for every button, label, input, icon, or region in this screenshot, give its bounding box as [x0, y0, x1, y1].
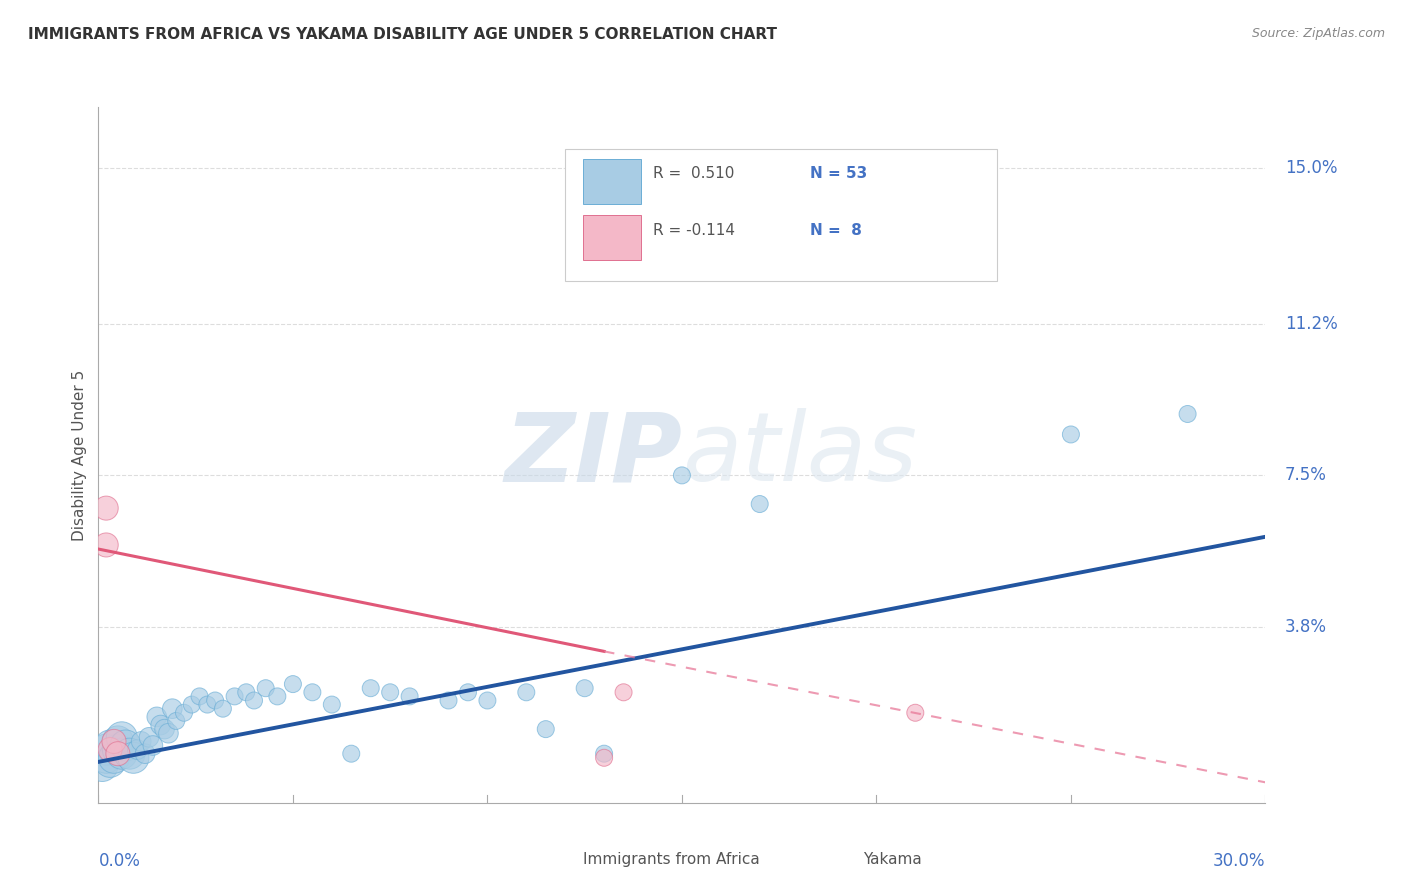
Point	[103, 751, 125, 765]
Text: Immigrants from Africa: Immigrants from Africa	[582, 853, 759, 867]
Text: 3.8%: 3.8%	[1285, 618, 1327, 636]
Point	[165, 714, 187, 728]
Point	[904, 706, 927, 720]
Point	[612, 685, 634, 699]
Point	[134, 747, 156, 761]
Point	[107, 747, 129, 761]
Point	[98, 755, 121, 769]
Y-axis label: Disability Age Under 5: Disability Age Under 5	[72, 369, 87, 541]
Point	[142, 739, 165, 753]
Point	[593, 751, 616, 765]
Point	[340, 747, 363, 761]
Text: atlas: atlas	[682, 409, 917, 501]
Point	[224, 690, 246, 704]
Point	[96, 501, 118, 516]
Point	[748, 497, 770, 511]
Point	[122, 751, 145, 765]
Point	[96, 538, 118, 552]
Point	[157, 726, 180, 740]
Text: ZIP: ZIP	[503, 409, 682, 501]
Text: Source: ZipAtlas.com: Source: ZipAtlas.com	[1251, 27, 1385, 40]
Point	[96, 742, 118, 756]
Point	[515, 685, 537, 699]
Point	[574, 681, 596, 696]
Point	[281, 677, 304, 691]
Point	[127, 742, 149, 756]
Point	[671, 468, 693, 483]
Point	[266, 690, 288, 704]
Point	[1060, 427, 1083, 442]
Point	[1177, 407, 1199, 421]
Point	[188, 690, 211, 704]
Point	[301, 685, 323, 699]
Point	[149, 718, 172, 732]
Point	[180, 698, 202, 712]
Point	[153, 722, 176, 736]
Point	[457, 685, 479, 699]
Point	[378, 685, 402, 699]
Point	[437, 693, 460, 707]
Text: R = -0.114: R = -0.114	[652, 223, 735, 238]
Text: 15.0%: 15.0%	[1285, 160, 1337, 178]
Point	[118, 747, 141, 761]
Point	[204, 693, 226, 707]
FancyBboxPatch shape	[582, 159, 641, 204]
Point	[96, 751, 118, 765]
FancyBboxPatch shape	[565, 149, 997, 281]
Point	[593, 747, 616, 761]
Point	[477, 693, 499, 707]
Point	[98, 742, 121, 756]
Point	[107, 734, 129, 748]
Point	[235, 685, 257, 699]
Text: 7.5%: 7.5%	[1285, 467, 1327, 484]
Point	[254, 681, 277, 696]
Text: N = 53: N = 53	[810, 166, 868, 181]
Point	[103, 734, 125, 748]
Point	[173, 706, 195, 720]
Point	[162, 701, 184, 715]
Point	[98, 739, 121, 753]
Point	[243, 693, 266, 707]
Text: IMMIGRANTS FROM AFRICA VS YAKAMA DISABILITY AGE UNDER 5 CORRELATION CHART: IMMIGRANTS FROM AFRICA VS YAKAMA DISABIL…	[28, 27, 778, 42]
Point	[146, 710, 169, 724]
Point	[91, 759, 114, 773]
FancyBboxPatch shape	[513, 838, 571, 883]
Point	[111, 731, 134, 745]
Text: R =  0.510: R = 0.510	[652, 166, 734, 181]
Point	[360, 681, 382, 696]
Text: N =  8: N = 8	[810, 223, 862, 238]
Point	[321, 698, 343, 712]
FancyBboxPatch shape	[582, 215, 641, 260]
Point	[138, 731, 160, 745]
Point	[129, 734, 152, 748]
FancyBboxPatch shape	[793, 838, 851, 883]
Point	[398, 690, 420, 704]
Text: Yakama: Yakama	[863, 853, 921, 867]
Point	[534, 722, 557, 736]
Text: 11.2%: 11.2%	[1285, 315, 1337, 333]
Point	[107, 742, 129, 756]
Point	[111, 747, 134, 761]
Text: 30.0%: 30.0%	[1213, 852, 1265, 870]
Point	[212, 701, 235, 715]
Point	[114, 739, 136, 753]
Text: 0.0%: 0.0%	[98, 852, 141, 870]
Point	[195, 698, 218, 712]
